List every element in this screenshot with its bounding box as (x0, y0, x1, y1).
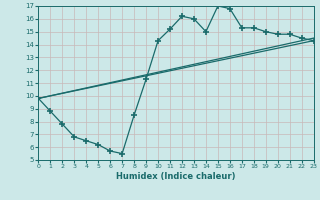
X-axis label: Humidex (Indice chaleur): Humidex (Indice chaleur) (116, 172, 236, 181)
